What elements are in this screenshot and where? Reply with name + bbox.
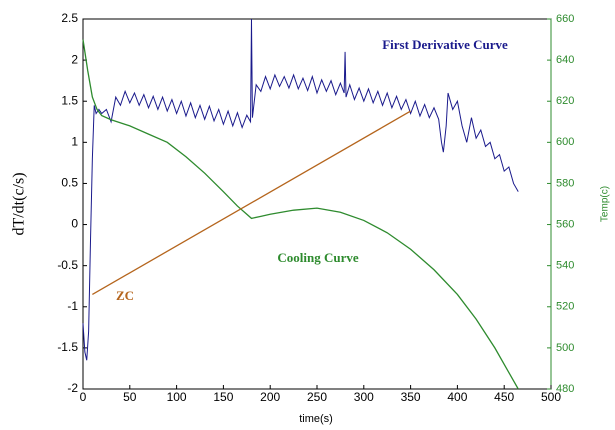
y-tick-label: 0.5: [61, 176, 78, 190]
y-axis-label: dT/dt(c/s): [11, 172, 28, 235]
x-tick-label: 300: [354, 390, 374, 404]
x-tick-label: 50: [123, 390, 137, 404]
series-annotation: Cooling Curve: [277, 250, 358, 265]
series-line: [92, 110, 411, 296]
x-tick-label: 100: [167, 390, 187, 404]
x-tick-label: 250: [307, 390, 327, 404]
y-tick-label: 1.5: [61, 93, 78, 107]
y-tick-label: -0.5: [57, 258, 78, 272]
y2-tick-label: 580: [556, 177, 574, 189]
y-tick-label: -1.5: [57, 340, 78, 354]
y2-tick-label: 560: [556, 218, 574, 230]
y2-tick-label: 620: [556, 95, 574, 107]
y-tick-label: 2.5: [61, 11, 78, 25]
y-tick-label: -2: [67, 381, 78, 395]
plot-frame: [82, 18, 552, 390]
y2-tick-label: 520: [556, 301, 574, 313]
y2-tick-label: 600: [556, 136, 574, 148]
y2-tick-label: 660: [556, 13, 574, 25]
y2-tick-label: 480: [556, 383, 574, 395]
x-tick-label: 500: [541, 390, 561, 404]
y-tick-label: 2: [71, 52, 78, 66]
series-annotation: First Derivative Curve: [382, 37, 508, 52]
series-annotation: ZC: [116, 288, 134, 303]
x-tick-label: 350: [401, 390, 421, 404]
y2-axis-label: Temp(c): [600, 186, 611, 222]
y2-tick-label: 500: [556, 342, 574, 354]
series-line: [82, 18, 519, 361]
x-axis-label: time(s): [299, 413, 333, 425]
y-tick-label: 1: [71, 135, 78, 149]
x-tick-label: 400: [447, 390, 467, 404]
series-line: [82, 39, 519, 390]
x-tick-label: 450: [494, 390, 514, 404]
y-tick-label: 0: [71, 217, 78, 231]
y-tick-label: -1: [67, 299, 78, 313]
x-tick-label: 150: [213, 390, 233, 404]
x-tick-label: 200: [260, 390, 280, 404]
y2-tick-label: 540: [556, 260, 574, 272]
y2-tick-label: 640: [556, 54, 574, 66]
x-tick-label: 0: [80, 390, 87, 404]
